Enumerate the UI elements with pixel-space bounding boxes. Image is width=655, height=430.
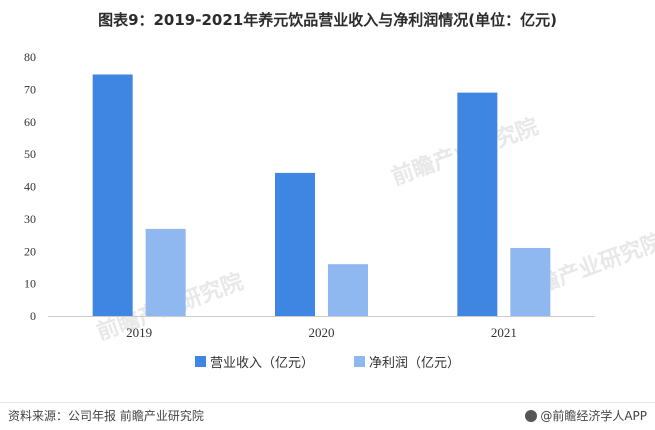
- y-tick-label: 50: [24, 147, 36, 161]
- y-tick-label: 30: [24, 212, 36, 226]
- y-tick-label: 20: [24, 244, 36, 258]
- legend-label-profit: 净利润（亿元）: [369, 356, 461, 371]
- x-tick-label: 2021: [491, 325, 517, 340]
- bar-revenue-2019: [92, 74, 133, 316]
- legend-swatch-revenue: [194, 356, 206, 367]
- source-text: 资料来源：公司年报 前瞻产业研究院: [8, 409, 204, 423]
- brand-text: @前瞻经济学人APP: [540, 409, 647, 423]
- brand: @前瞻经济学人APP: [525, 407, 647, 424]
- bar-profit-2021: [510, 248, 551, 316]
- y-tick-label: 70: [24, 82, 36, 96]
- y-tick-label: 60: [24, 115, 36, 129]
- bar-profit-2019: [145, 228, 186, 316]
- y-tick-label: 0: [30, 309, 36, 323]
- footer: 资料来源：公司年报 前瞻产业研究院 @前瞻经济学人APP: [0, 402, 655, 425]
- bar-revenue-2020: [275, 172, 315, 316]
- bar-revenue-2021: [457, 92, 498, 316]
- legend-item-revenue: 营业收入（亿元）: [194, 352, 314, 371]
- chart-legend: 营业收入（亿元） 净利润（亿元）: [0, 352, 655, 371]
- legend-item-profit: 净利润（亿元）: [354, 352, 460, 371]
- legend-swatch-profit: [354, 356, 365, 367]
- legend-label-revenue: 营业收入（亿元）: [209, 356, 314, 371]
- bar-chart: 前瞻产业研究院前瞻产业研究院前瞻产业研究院0102030405060708020…: [24, 50, 655, 346]
- y-tick-label: 80: [24, 50, 36, 64]
- y-tick-label: 40: [24, 180, 36, 194]
- x-tick-label: 2020: [309, 325, 335, 340]
- brand-logo-icon: [525, 409, 538, 422]
- x-tick-label: 2019: [126, 325, 152, 340]
- bar-profit-2020: [328, 264, 368, 316]
- y-tick-label: 10: [24, 277, 36, 291]
- chart-title: 图表9：2019-2021年养元饮品营业收入与净利润情况(单位：亿元): [98, 11, 557, 29]
